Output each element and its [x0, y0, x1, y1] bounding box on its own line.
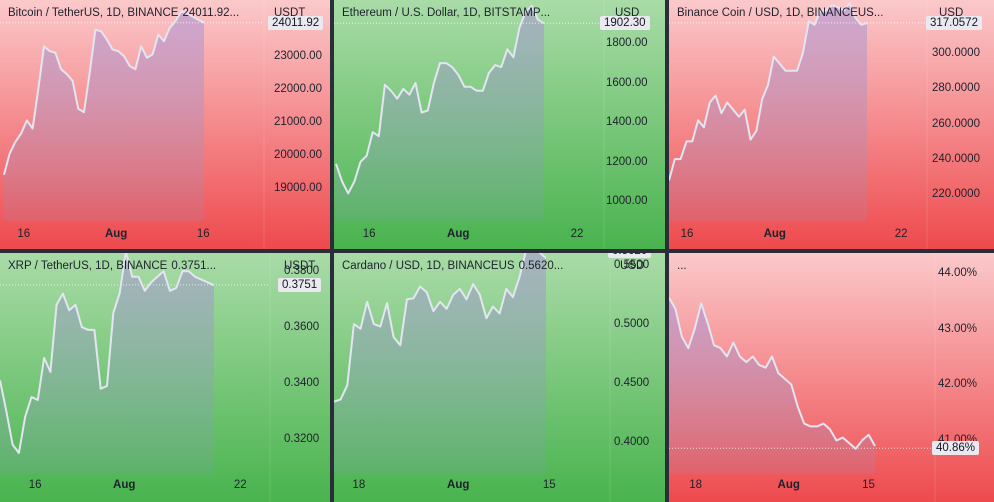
x-tick-label: 18	[352, 479, 366, 491]
last-price-badge: 0.5620	[608, 253, 652, 259]
y-tick-label: 0.3800	[284, 265, 320, 278]
y-tick-label: 20000.00	[274, 149, 322, 162]
last-price-badge: 1902.30	[600, 16, 650, 31]
y-tick-label: 1800.00	[606, 37, 648, 50]
y-tick-label: 0.4500	[614, 376, 650, 389]
last-value: ...	[540, 7, 551, 19]
series-area	[669, 3, 867, 221]
x-tick-label: 16	[196, 228, 210, 240]
series-line	[0, 253, 215, 454]
y-tick-label: 0.3200	[284, 433, 320, 446]
last-price-badge: 317.0572	[926, 15, 982, 30]
x-tick-label: 22	[570, 228, 584, 240]
y-tick-label: 1200.00	[606, 155, 648, 168]
x-tick-label: Aug	[777, 479, 800, 491]
y-tick-label: 0.3600	[284, 321, 320, 334]
currency-label: USD	[615, 7, 640, 19]
x-tick-label: 22	[894, 228, 908, 240]
y-tick-label: 1000.00	[606, 195, 648, 208]
chart-title: Cardano / USD, 1D, BINANCEUS 0.5620...	[342, 260, 582, 272]
y-tick-label: 0.5500	[614, 259, 650, 272]
y-tick-label: 220.0000	[932, 188, 980, 201]
last-value: 24011.92...	[182, 7, 240, 19]
chart-panel-ethereum[interactable]: Ethereum / U.S. Dollar, 1D, BITSTAMP... …	[334, 0, 665, 249]
chart-svg	[669, 0, 994, 249]
chart-panel-percentage[interactable]: ... 41.00%42.00%43.00%44.00%18Aug1540.86…	[669, 253, 994, 502]
series-area	[669, 297, 875, 474]
series-line	[334, 253, 547, 403]
x-tick-label: Aug	[447, 479, 470, 491]
last-value: 0.5620...	[518, 260, 564, 272]
x-tick-label: Aug	[104, 228, 128, 240]
y-tick-label: 0.4000	[614, 435, 650, 448]
symbol-title: ...	[677, 260, 687, 272]
chart-title: XRP / TetherUS, 1D, BINANCE 0.3751...	[8, 260, 238, 272]
chart-title: Bitcoin / TetherUS, 1D, BINANCE 24011.92.…	[8, 7, 258, 19]
chart-panel-xrp[interactable]: XRP / TetherUS, 1D, BINANCE 0.3751... USD…	[0, 253, 330, 502]
chart-title: ...	[677, 260, 737, 272]
symbol-title: Cardano / USD, 1D, BINANCEUS	[342, 260, 515, 272]
x-tick-label: 16	[362, 228, 376, 240]
chart-title: Binance Coin / USD, 1D, BINANCEUS...	[677, 7, 892, 19]
chart-panel-binance-coin[interactable]: Binance Coin / USD, 1D, BINANCEUS... USD…	[669, 0, 994, 249]
y-tick-label: 280.0000	[932, 82, 980, 95]
y-tick-label: 23000.00	[274, 50, 322, 63]
y-tick-label: 42.00%	[938, 378, 978, 391]
chart-svg	[334, 0, 665, 249]
symbol-title: Binance Coin / USD, 1D, BINANCEUS	[677, 7, 874, 19]
y-tick-label: 0.3400	[284, 377, 320, 390]
x-tick-label: 16	[28, 479, 42, 491]
y-tick-label: 1600.00	[606, 76, 648, 89]
last-price-badge: 24011.92	[268, 15, 324, 30]
chart-title: Ethereum / U.S. Dollar, 1D, BITSTAMP...	[342, 7, 564, 19]
chart-svg	[0, 0, 330, 249]
chart-svg	[0, 253, 330, 502]
last-price-badge: 40.86%	[932, 441, 980, 456]
series-line	[669, 297, 876, 450]
y-tick-label: 0.5000	[614, 318, 650, 331]
x-tick-label: 16	[680, 228, 694, 240]
series-area	[4, 11, 204, 221]
chart-panel-cardano[interactable]: Cardano / USD, 1D, BINANCEUS 0.5620... US…	[334, 253, 665, 502]
last-value: 0.3751...	[171, 260, 217, 272]
x-tick-label: Aug	[113, 479, 136, 491]
series-area	[0, 253, 214, 474]
last-price-badge: 0.3751	[278, 277, 322, 292]
symbol-title: XRP / TetherUS, 1D, BINANCE	[8, 260, 168, 272]
y-tick-label: 300.0000	[932, 47, 980, 60]
currency-label: USDT	[284, 260, 316, 272]
series-line	[335, 4, 545, 195]
x-tick-label: 18	[689, 479, 702, 491]
y-tick-label: 21000.00	[274, 116, 322, 129]
symbol-title: Ethereum / U.S. Dollar, 1D, BITSTAMP	[342, 7, 541, 19]
last-value: ...	[873, 7, 884, 19]
currency-label: USD	[620, 260, 645, 272]
series-line	[669, 2, 868, 181]
symbol-title: Bitcoin / TetherUS, 1D, BINANCE	[8, 7, 179, 19]
y-tick-label: 240.0000	[932, 153, 980, 166]
chart-svg	[669, 253, 994, 502]
y-tick-label: 1400.00	[606, 116, 648, 129]
y-tick-label: 43.00%	[938, 322, 978, 335]
x-tick-label: 22	[233, 479, 247, 491]
x-tick-label: 16	[17, 228, 31, 240]
chart-panel-bitcoin[interactable]: Bitcoin / TetherUS, 1D, BINANCE 24011.92.…	[0, 0, 330, 249]
y-tick-label: 19000.00	[274, 182, 322, 194]
x-tick-label: Aug	[763, 228, 786, 240]
x-tick-label: 15	[862, 479, 875, 491]
series-line	[3, 10, 205, 176]
chart-svg	[334, 253, 665, 502]
y-tick-label: 22000.00	[274, 83, 322, 96]
series-area	[336, 5, 544, 222]
y-tick-label: 260.0000	[932, 117, 980, 130]
x-tick-label: 15	[542, 479, 556, 491]
x-tick-label: Aug	[447, 228, 470, 240]
y-tick-label: 44.00%	[938, 266, 978, 279]
